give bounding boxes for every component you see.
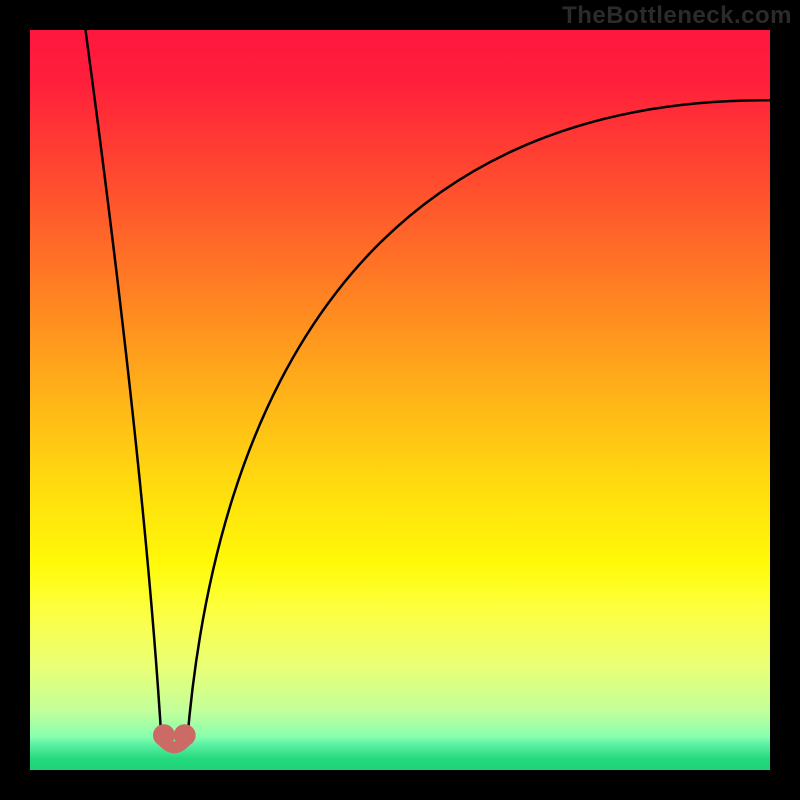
bottleneck-chart-svg [0,0,800,800]
dip-marker-dot-right [174,724,196,746]
chart-container: TheBottleneck.com [0,0,800,800]
plot-background-gradient [30,30,770,770]
dip-marker-dot-left [153,724,175,746]
